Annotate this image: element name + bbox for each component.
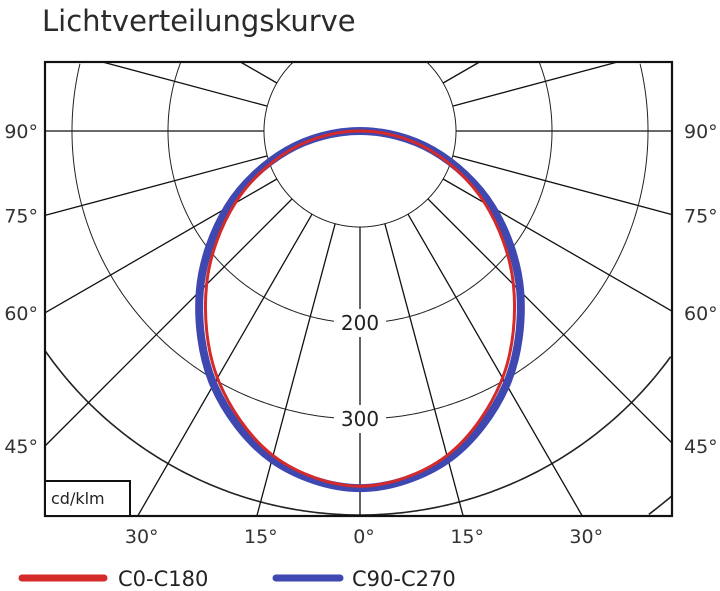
plot-frame	[43, 60, 674, 518]
grid-spoke	[407, 213, 583, 517]
grid-spoke	[137, 213, 313, 517]
chart-title: Lichtverteilungskurve	[42, 4, 356, 38]
tick-label-left: 75°	[4, 205, 38, 227]
grid-spoke	[427, 198, 673, 444]
grid-spoke	[452, 155, 673, 216]
curve-c90-c270	[195, 126, 525, 493]
unit-box	[44, 480, 131, 517]
grid-ring-100	[263, 62, 457, 228]
label-background	[334, 405, 386, 433]
unit-label: cd/klm	[51, 489, 105, 508]
tick-labels: 90° 90° 75° 75° 60° 60° 45° 45° 30° 15° 0° 15° 30°	[4, 121, 717, 548]
tick-label-bottom: 0°	[353, 526, 375, 548]
grid-ring-500	[44, 492, 673, 515]
tick-label-right: 75°	[684, 205, 718, 227]
legend: C0-C180 C90-C270	[18, 567, 456, 591]
polar-grid	[44, 61, 673, 517]
tick-label-bottom: 30°	[125, 526, 159, 548]
tick-label-left: 45°	[4, 436, 38, 458]
curve-c0-c180	[204, 129, 516, 488]
grid-spoke	[452, 61, 618, 107]
grid-spoke	[256, 223, 336, 517]
tick-label-left: 90°	[4, 121, 38, 143]
grid-spoke	[442, 61, 480, 84]
label-background	[334, 309, 386, 337]
tick-label-right: 90°	[684, 121, 718, 143]
legend-label-c0-c180: C0-C180	[118, 567, 208, 591]
grid-spoke	[442, 178, 673, 312]
grid-ring-300	[71, 63, 649, 420]
curves	[195, 126, 525, 493]
grid-spoke	[384, 223, 464, 517]
grid-ring-200	[167, 62, 553, 324]
tick-label-left: 60°	[4, 303, 38, 325]
legend-label-c90-c270: C90-C270	[352, 567, 456, 591]
grid-spoke	[44, 198, 293, 447]
tick-label-right: 45°	[684, 436, 718, 458]
grid-spoke	[240, 61, 278, 84]
radial-labels: 200 300	[334, 309, 386, 433]
tick-label-bottom: 30°	[569, 526, 603, 548]
grid-spoke	[44, 155, 268, 217]
radial-label-200: 200	[341, 311, 379, 335]
tick-label-bottom: 15°	[450, 526, 484, 548]
tick-label-right: 60°	[684, 303, 718, 325]
radial-label-300: 300	[341, 407, 379, 431]
tick-label-bottom: 15°	[244, 526, 278, 548]
grid-spoke	[44, 178, 278, 314]
grid-spoke	[102, 61, 268, 107]
